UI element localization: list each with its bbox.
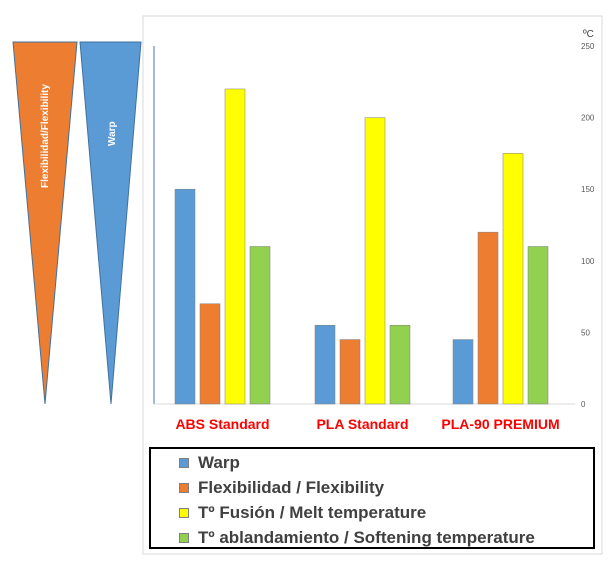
y-tick-0: 0: [581, 400, 586, 409]
legend-swatch: [179, 483, 189, 493]
legend: Warp Flexibilidad / Flexibility Tº Fusión …: [149, 447, 595, 549]
bars-group: [174, 88, 549, 405]
warp-triangle: [79, 41, 142, 405]
legend-label: Tº ablandamiento / Softening temperature: [198, 528, 535, 547]
side-indicator-warp: Warp: [79, 41, 142, 405]
y-unit-label: ºC: [583, 29, 594, 40]
bar-series-1-abs-standard: [174, 188, 196, 405]
category-labels: ABS Standard PLA Standard PLA-90 PREMIUM: [175, 416, 559, 432]
y-tick-250: 250: [581, 42, 595, 51]
category-label-pla-90-premium: PLA-90 PREMIUM: [441, 416, 559, 432]
flexibility-triangle: [12, 41, 78, 405]
category-label-abs-standard: ABS Standard: [175, 416, 269, 432]
y-tick-100: 100: [581, 257, 595, 266]
legend-item-2: Flexibilidad / Flexibility: [151, 476, 384, 500]
category-label-pla-standard: PLA Standard: [316, 416, 408, 432]
legend-label: Flexibilidad / Flexibility: [198, 478, 385, 497]
legend-item-4: Tº ablandamiento / Softening temperature: [151, 526, 535, 550]
bar-series-4-abs-standard: [249, 246, 271, 405]
bar-series-3-abs-standard: [224, 88, 246, 405]
y-tick-200: 200: [581, 114, 595, 123]
legend-item-1: Warp: [151, 451, 240, 475]
bar-series-2-pla-90-premium: [477, 231, 499, 405]
legend-label: Tº Fusión / Melt temperature: [198, 503, 427, 522]
flexibility-indicator-label: Flexibilidad/Flexibility: [40, 84, 51, 188]
bar-series-2-pla-standard: [339, 339, 361, 405]
y-tick-150: 150: [581, 185, 595, 194]
bar-series-1-pla-90-premium: [452, 339, 474, 405]
legend-swatch: [179, 533, 189, 543]
legend-swatch: [179, 508, 189, 518]
y-tick-labels: 0 50 100 150 200 250: [581, 42, 595, 409]
legend-swatch: [179, 458, 189, 468]
bar-series-4-pla-90-premium: [527, 246, 549, 405]
legend-label: Warp: [198, 453, 240, 472]
bar-series-3-pla-90-premium: [502, 153, 524, 405]
bar-series-3-pla-standard: [364, 117, 386, 405]
bar-series-2-abs-standard: [199, 303, 221, 405]
side-indicator-flexibility: Flexibilidad/Flexibility: [12, 41, 78, 405]
legend-item-3: Tº Fusión / Melt temperature: [151, 501, 426, 525]
bar-series-4-pla-standard: [389, 324, 411, 405]
warp-indicator-label: Warp: [107, 121, 118, 146]
y-tick-50: 50: [581, 328, 590, 337]
bar-series-1-pla-standard: [314, 324, 336, 405]
